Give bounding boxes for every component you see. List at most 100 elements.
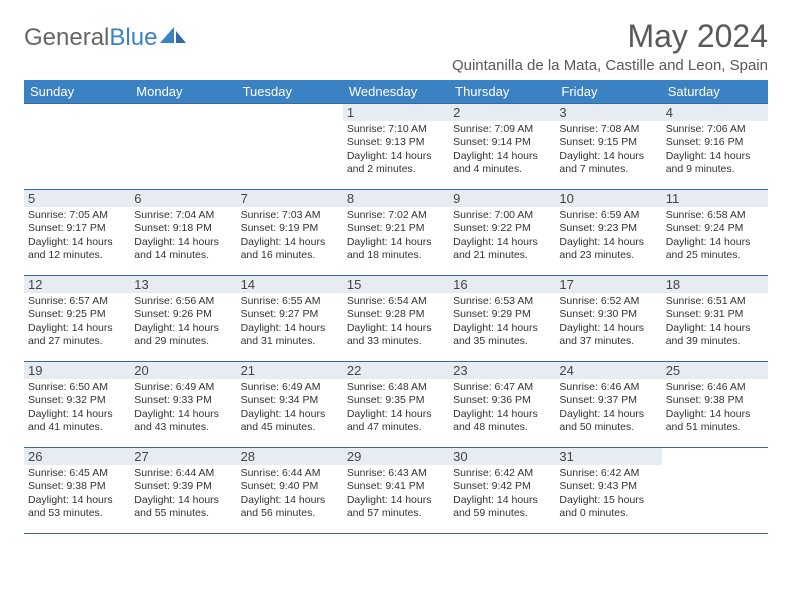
- calendar-day: 17 Sunrise: 6:52 AMSunset: 9:30 PMDayligh…: [555, 276, 661, 362]
- day-number: 30: [449, 448, 555, 465]
- day-number: 26: [24, 448, 130, 465]
- day-info: Sunrise: 7:09 AMSunset: 9:14 PMDaylight:…: [453, 123, 551, 177]
- calendar-day: 11 Sunrise: 6:58 AMSunset: 9:24 PMDayligh…: [662, 190, 768, 276]
- calendar-body: 1 Sunrise: 7:10 AMSunset: 9:13 PMDaylight…: [24, 104, 768, 534]
- day-number: 3: [555, 104, 661, 121]
- calendar-day: 14 Sunrise: 6:55 AMSunset: 9:27 PMDayligh…: [237, 276, 343, 362]
- logo: GeneralBlue: [24, 18, 186, 52]
- calendar-day: 31 Sunrise: 6:42 AMSunset: 9:43 PMDayligh…: [555, 448, 661, 534]
- calendar-week: 12Sunrise: 6:57 AMSunset: 9:25 PMDayligh…: [24, 276, 768, 362]
- calendar-day: 5 Sunrise: 7:05 AMSunset: 9:17 PMDaylight…: [24, 190, 130, 276]
- calendar-day: 3Sunrise: 7:08 AMSunset: 9:15 PMDaylight…: [555, 104, 661, 190]
- calendar-day: 22 Sunrise: 6:48 AMSunset: 9:35 PMDayligh…: [343, 362, 449, 448]
- day-info: Sunrise: 6:58 AMSunset: 9:24 PMDaylight:…: [666, 209, 764, 263]
- logo-text-blue: Blue: [109, 24, 157, 52]
- day-header: Sunday: [24, 80, 130, 104]
- day-info: Sunrise: 6:49 AMSunset: 9:33 PMDaylight:…: [134, 381, 232, 435]
- day-info: Sunrise: 6:48 AMSunset: 9:35 PMDaylight:…: [347, 381, 445, 435]
- calendar-day: 27 Sunrise: 6:44 AMSunset: 9:39 PMDayligh…: [130, 448, 236, 534]
- calendar-week: 5 Sunrise: 7:05 AMSunset: 9:17 PMDaylight…: [24, 190, 768, 276]
- day-number: 8: [343, 190, 449, 207]
- day-number: 22: [343, 362, 449, 379]
- calendar-week: 1 Sunrise: 7:10 AMSunset: 9:13 PMDaylight…: [24, 104, 768, 190]
- day-info: Sunrise: 6:42 AMSunset: 9:43 PMDaylight:…: [559, 467, 657, 521]
- calendar-day: 10 Sunrise: 6:59 AMSunset: 9:23 PMDayligh…: [555, 190, 661, 276]
- day-info: Sunrise: 6:59 AMSunset: 9:23 PMDaylight:…: [559, 209, 657, 263]
- day-number: 10: [555, 190, 661, 207]
- day-number: 13: [130, 276, 236, 293]
- day-info: Sunrise: 6:51 AMSunset: 9:31 PMDaylight:…: [666, 295, 764, 349]
- day-info: Sunrise: 7:04 AMSunset: 9:18 PMDaylight:…: [134, 209, 232, 263]
- calendar-day: 13 Sunrise: 6:56 AMSunset: 9:26 PMDayligh…: [130, 276, 236, 362]
- calendar-day: 7 Sunrise: 7:03 AMSunset: 9:19 PMDaylight…: [237, 190, 343, 276]
- day-info: Sunrise: 6:54 AMSunset: 9:28 PMDaylight:…: [347, 295, 445, 349]
- day-number: 2: [449, 104, 555, 121]
- day-number: 11: [662, 190, 768, 207]
- day-info: Sunrise: 6:52 AMSunset: 9:30 PMDaylight:…: [559, 295, 657, 349]
- logo-sail-icon: [160, 24, 186, 52]
- day-number: 21: [237, 362, 343, 379]
- day-info: Sunrise: 6:42 AMSunset: 9:42 PMDaylight:…: [453, 467, 551, 521]
- day-number: 14: [237, 276, 343, 293]
- calendar-day-empty: [662, 448, 768, 534]
- calendar-head: SundayMondayTuesdayWednesdayThursdayFrid…: [24, 80, 768, 104]
- calendar-day-empty: [237, 104, 343, 190]
- title-block: May 2024 Quintanilla de la Mata, Castill…: [452, 18, 768, 74]
- day-info: Sunrise: 6:43 AMSunset: 9:41 PMDaylight:…: [347, 467, 445, 521]
- day-header: Monday: [130, 80, 236, 104]
- day-info: Sunrise: 6:46 AMSunset: 9:37 PMDaylight:…: [559, 381, 657, 435]
- calendar-day: 26 Sunrise: 6:45 AMSunset: 9:38 PMDayligh…: [24, 448, 130, 534]
- calendar-day: 12Sunrise: 6:57 AMSunset: 9:25 PMDayligh…: [24, 276, 130, 362]
- day-number: 18: [662, 276, 768, 293]
- day-info: Sunrise: 7:10 AMSunset: 9:13 PMDaylight:…: [347, 123, 445, 177]
- day-number: 27: [130, 448, 236, 465]
- day-info: Sunrise: 7:06 AMSunset: 9:16 PMDaylight:…: [666, 123, 764, 177]
- day-info: Sunrise: 7:02 AMSunset: 9:21 PMDaylight:…: [347, 209, 445, 263]
- calendar-day: 23 Sunrise: 6:47 AMSunset: 9:36 PMDayligh…: [449, 362, 555, 448]
- day-header: Friday: [555, 80, 661, 104]
- calendar-day-empty: [130, 104, 236, 190]
- day-number: 31: [555, 448, 661, 465]
- day-number: 19: [24, 362, 130, 379]
- calendar-day: 9Sunrise: 7:00 AMSunset: 9:22 PMDaylight…: [449, 190, 555, 276]
- day-info: Sunrise: 6:47 AMSunset: 9:36 PMDaylight:…: [453, 381, 551, 435]
- day-info: Sunrise: 6:50 AMSunset: 9:32 PMDaylight:…: [28, 381, 126, 435]
- calendar-day: 28Sunrise: 6:44 AMSunset: 9:40 PMDayligh…: [237, 448, 343, 534]
- day-header: Wednesday: [343, 80, 449, 104]
- day-number: 25: [662, 362, 768, 379]
- day-number: 4: [662, 104, 768, 121]
- day-number: 23: [449, 362, 555, 379]
- calendar-day: 16Sunrise: 6:53 AMSunset: 9:29 PMDayligh…: [449, 276, 555, 362]
- day-number: 1: [343, 104, 449, 121]
- calendar-day: 25 Sunrise: 6:46 AMSunset: 9:38 PMDayligh…: [662, 362, 768, 448]
- calendar-day-empty: [24, 104, 130, 190]
- day-header: Saturday: [662, 80, 768, 104]
- day-info: Sunrise: 6:55 AMSunset: 9:27 PMDaylight:…: [241, 295, 339, 349]
- day-info: Sunrise: 6:57 AMSunset: 9:25 PMDaylight:…: [28, 295, 126, 349]
- logo-text-general: General: [24, 24, 109, 52]
- day-number: 20: [130, 362, 236, 379]
- calendar-table: SundayMondayTuesdayWednesdayThursdayFrid…: [24, 80, 768, 534]
- calendar-day: 29Sunrise: 6:43 AMSunset: 9:41 PMDayligh…: [343, 448, 449, 534]
- day-info: Sunrise: 7:03 AMSunset: 9:19 PMDaylight:…: [241, 209, 339, 263]
- day-number: 24: [555, 362, 661, 379]
- calendar-day: 20 Sunrise: 6:49 AMSunset: 9:33 PMDayligh…: [130, 362, 236, 448]
- day-info: Sunrise: 7:05 AMSunset: 9:17 PMDaylight:…: [28, 209, 126, 263]
- calendar-day: 4 Sunrise: 7:06 AMSunset: 9:16 PMDaylight…: [662, 104, 768, 190]
- day-number: 16: [449, 276, 555, 293]
- day-number: 17: [555, 276, 661, 293]
- day-info: Sunrise: 6:46 AMSunset: 9:38 PMDaylight:…: [666, 381, 764, 435]
- day-info: Sunrise: 6:44 AMSunset: 9:39 PMDaylight:…: [134, 467, 232, 521]
- day-info: Sunrise: 6:56 AMSunset: 9:26 PMDaylight:…: [134, 295, 232, 349]
- day-info: Sunrise: 6:49 AMSunset: 9:34 PMDaylight:…: [241, 381, 339, 435]
- header: GeneralBlue May 2024 Quintanilla de la M…: [24, 18, 768, 74]
- calendar-day: 24 Sunrise: 6:46 AMSunset: 9:37 PMDayligh…: [555, 362, 661, 448]
- day-number: 15: [343, 276, 449, 293]
- day-info: Sunrise: 6:45 AMSunset: 9:38 PMDaylight:…: [28, 467, 126, 521]
- calendar-week: 26 Sunrise: 6:45 AMSunset: 9:38 PMDayligh…: [24, 448, 768, 534]
- day-number: 7: [237, 190, 343, 207]
- calendar-day: 30 Sunrise: 6:42 AMSunset: 9:42 PMDayligh…: [449, 448, 555, 534]
- day-number: 5: [24, 190, 130, 207]
- day-header: Tuesday: [237, 80, 343, 104]
- day-header: Thursday: [449, 80, 555, 104]
